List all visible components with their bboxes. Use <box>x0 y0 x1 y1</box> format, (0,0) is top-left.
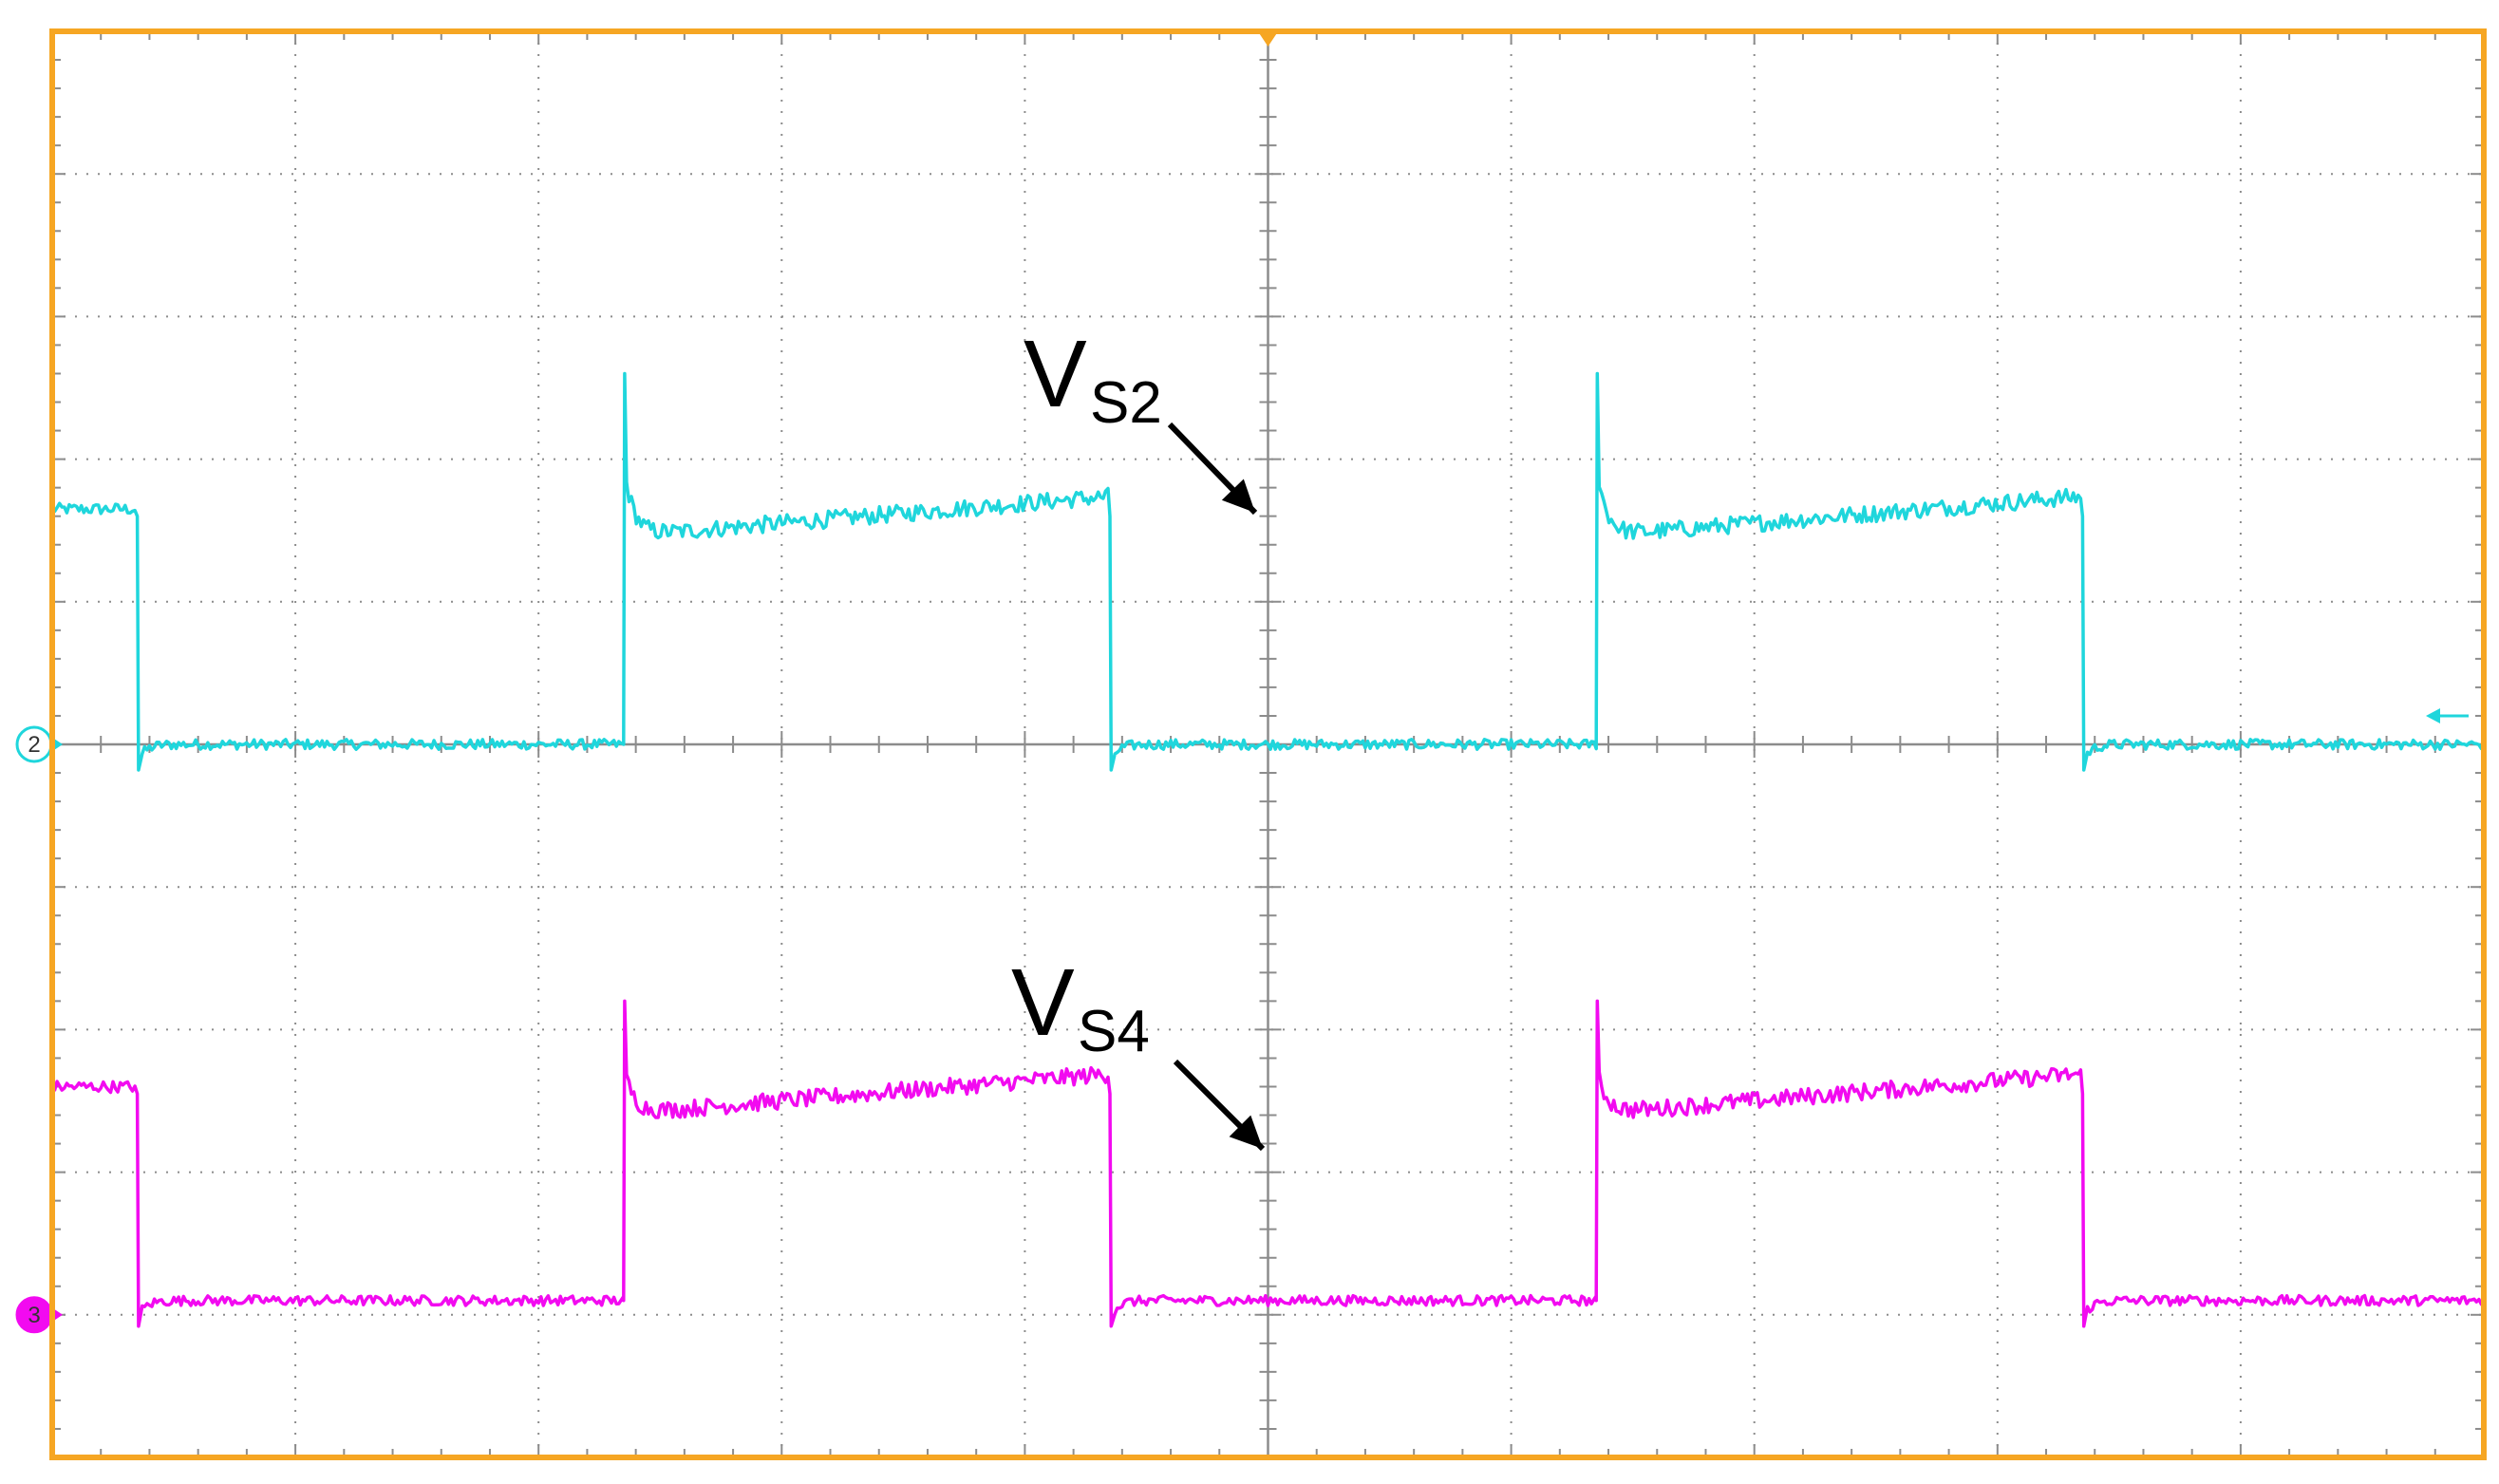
vs4-arrow-head-icon <box>1229 1115 1263 1149</box>
right-edge-marker-arrow-icon <box>2426 707 2440 723</box>
vs4-label-sub: S4 <box>1078 999 1150 1064</box>
plot-frame <box>49 28 2487 1460</box>
ch3-trace <box>51 999 2486 1328</box>
ch2-marker-label: 2 <box>28 732 40 758</box>
vs2-label-base: V <box>1024 321 1087 427</box>
ch2-trace <box>50 371 2486 772</box>
vs4-label-base: V <box>1011 949 1075 1056</box>
vs2-label-sub: S2 <box>1090 370 1162 436</box>
annotations: V S2 V S4 <box>1011 321 1266 1152</box>
ch3-marker-label: 3 <box>28 1303 40 1328</box>
traces <box>50 371 2486 1328</box>
vs2-arrow-head-icon <box>1221 479 1255 513</box>
channel-markers: 2 3 <box>15 707 2469 1334</box>
